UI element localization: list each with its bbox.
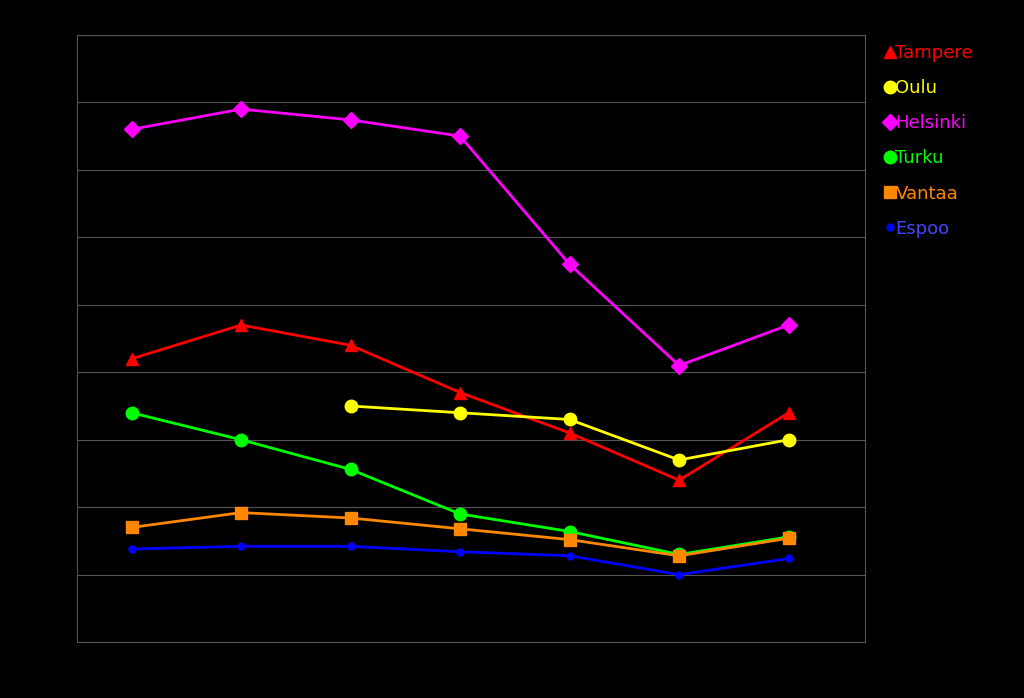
Helsinki [454, 132, 466, 140]
Legend: Tampere, Oulu, Helsinki, Turku, Vantaa, Espoo: Tampere, Oulu, Helsinki, Turku, Vantaa, … [890, 44, 973, 238]
Helsinki [344, 116, 356, 124]
Turku [673, 550, 685, 558]
Vantaa [673, 551, 685, 560]
Oulu [673, 456, 685, 464]
Helsinki [125, 125, 137, 133]
Turku [234, 436, 247, 444]
Oulu [454, 408, 466, 417]
Line: Helsinki: Helsinki [126, 103, 795, 371]
Line: Tampere: Tampere [125, 319, 795, 487]
Tampere [454, 388, 466, 396]
Oulu [782, 436, 795, 444]
Turku [125, 408, 137, 417]
Espoo [782, 554, 795, 563]
Oulu [563, 415, 575, 424]
Tampere [563, 429, 575, 437]
Turku [454, 510, 466, 518]
Helsinki [673, 362, 685, 370]
Line: Vantaa: Vantaa [125, 506, 795, 562]
Turku [344, 466, 356, 474]
Espoo [563, 551, 575, 560]
Vantaa [782, 534, 795, 542]
Tampere [125, 355, 137, 363]
Tampere [234, 321, 247, 329]
Turku [563, 527, 575, 535]
Espoo [673, 570, 685, 579]
Helsinki [782, 321, 795, 329]
Espoo [344, 542, 356, 551]
Vantaa [125, 524, 137, 532]
Line: Espoo: Espoo [128, 543, 793, 578]
Tampere [782, 408, 795, 417]
Line: Oulu: Oulu [344, 400, 795, 466]
Line: Turku: Turku [125, 406, 795, 560]
Helsinki [563, 260, 575, 269]
Helsinki [234, 105, 247, 113]
Tampere [673, 476, 685, 484]
Vantaa [234, 508, 247, 517]
Oulu [344, 402, 356, 410]
Vantaa [344, 514, 356, 522]
Tampere [344, 341, 356, 350]
Turku [782, 533, 795, 541]
Espoo [125, 545, 137, 554]
Espoo [454, 547, 466, 556]
Vantaa [563, 535, 575, 544]
Vantaa [454, 525, 466, 533]
Espoo [234, 542, 247, 551]
